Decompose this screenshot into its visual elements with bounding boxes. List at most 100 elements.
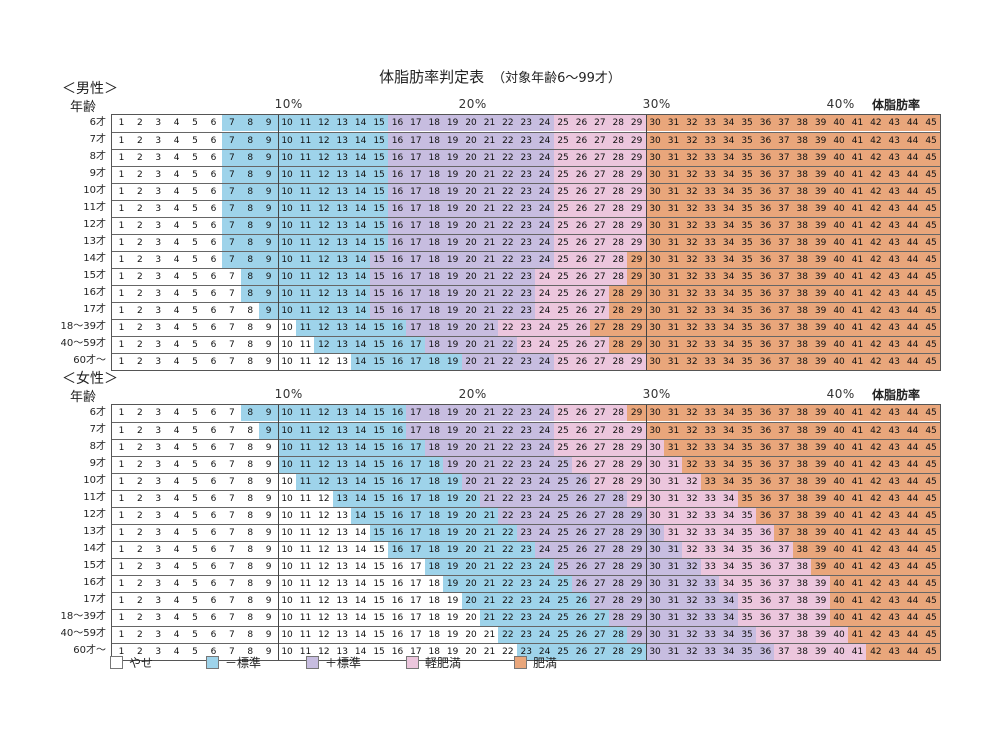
- table-cell: 14: [351, 337, 371, 353]
- table-cell: 38: [792, 457, 812, 473]
- table-cell: 30: [645, 252, 665, 268]
- table-cell: 8: [240, 337, 260, 353]
- table-cell: 5: [185, 133, 205, 149]
- table-cell: 15: [369, 508, 389, 524]
- table-cell: 36: [756, 320, 775, 336]
- table-cell: 31: [664, 542, 683, 558]
- table-cell: 43: [884, 576, 904, 592]
- table-cell: 13: [332, 542, 352, 558]
- table-cell: 15: [369, 167, 389, 183]
- table-cell: 29: [627, 508, 647, 524]
- table-cell: 25: [553, 491, 573, 507]
- table-cell: 36: [756, 627, 775, 643]
- table-cell: 12: [314, 559, 334, 575]
- table-cell: 14: [351, 303, 371, 319]
- table-cell: 3: [148, 627, 168, 643]
- table-cell: 15: [369, 320, 389, 336]
- table-cell: 45: [921, 610, 941, 626]
- table-cell: 43: [884, 235, 904, 251]
- table-cell: 21: [480, 576, 499, 592]
- table-cell: 18: [424, 252, 444, 268]
- table-cell: 19: [443, 303, 463, 319]
- table-cell: 7: [222, 559, 242, 575]
- table-cell: 40: [829, 423, 849, 439]
- table-cell: 10: [277, 542, 297, 558]
- table-cell: 35: [737, 525, 757, 541]
- table-cell: 6: [204, 576, 223, 592]
- table-cell: 44: [903, 252, 923, 268]
- table-cell: 12: [314, 644, 334, 660]
- table-cell: 39: [811, 218, 831, 234]
- male-age-label: 13才: [83, 236, 106, 247]
- table-cell: 45: [921, 201, 941, 217]
- table-cell: 10: [277, 235, 297, 251]
- table-cell: 25: [553, 457, 573, 473]
- male-body-fat-header: 体脂肪率: [872, 98, 921, 112]
- table-cell: 30: [645, 440, 665, 456]
- table-cell: 8: [240, 184, 260, 200]
- table-cell: 36: [756, 525, 775, 541]
- table-cell: 30: [645, 354, 665, 370]
- table-cell: 16: [388, 644, 407, 660]
- table-cell: 43: [884, 474, 904, 490]
- table-cell: 15: [369, 235, 389, 251]
- table-cell: 32: [682, 218, 702, 234]
- table-cell: 34: [719, 115, 739, 131]
- legend-swatch: [306, 656, 319, 669]
- table-cell: 15: [369, 457, 389, 473]
- table-cell: 13: [332, 337, 352, 353]
- table-cell: 31: [664, 337, 683, 353]
- table-cell: 45: [921, 184, 941, 200]
- table-cell: 19: [443, 150, 463, 166]
- table-cell: 36: [756, 252, 775, 268]
- table-cell: 4: [167, 576, 187, 592]
- table-cell: 10: [277, 559, 297, 575]
- table-cell: 28: [608, 491, 628, 507]
- table-cell: 42: [866, 627, 886, 643]
- table-cell: 30: [645, 184, 665, 200]
- table-cell: 7: [222, 644, 242, 660]
- table-cell: 37: [774, 167, 794, 183]
- table-cell: 34: [719, 405, 739, 421]
- table-cell: 37: [774, 337, 794, 353]
- table-cell: 4: [167, 303, 187, 319]
- table-cell: 39: [811, 320, 831, 336]
- table-cell: 9: [259, 133, 279, 149]
- table-cell: 21: [480, 303, 499, 319]
- table-cell: 17: [406, 252, 426, 268]
- table-cell: 14: [351, 440, 371, 456]
- table-cell: 37: [774, 286, 794, 302]
- table-cell: 41: [848, 423, 867, 439]
- table-cell: 13: [332, 269, 352, 285]
- table-cell: 15: [369, 576, 389, 592]
- table-cell: 32: [682, 644, 702, 660]
- table-cell: 10: [277, 576, 297, 592]
- table-cell: 37: [774, 115, 794, 131]
- table-cell: 40: [829, 286, 849, 302]
- table-cell: 39: [811, 337, 831, 353]
- table-cell: 2: [130, 474, 150, 490]
- table-cell: 15: [369, 269, 389, 285]
- title-text: 体脂肪率判定表: [379, 68, 485, 86]
- table-cell: 22: [498, 627, 518, 643]
- legend-label: －標準: [225, 656, 262, 670]
- table-cell: 42: [866, 457, 886, 473]
- table-cell: 23: [516, 559, 536, 575]
- table-cell: 28: [608, 559, 628, 575]
- table-cell: 26: [572, 286, 591, 302]
- table-cell: 14: [351, 576, 371, 592]
- table-cell: 25: [553, 559, 573, 575]
- table-cell: 15: [369, 286, 389, 302]
- table-cell: 42: [866, 576, 886, 592]
- table-cell: 7: [222, 440, 242, 456]
- table-cell: 20: [461, 167, 481, 183]
- table-cell: 12: [314, 576, 334, 592]
- table-cell: 34: [719, 354, 739, 370]
- table-cell: 5: [185, 491, 205, 507]
- table-cell: 30: [645, 525, 665, 541]
- table-cell: 34: [719, 320, 739, 336]
- table-cell: 43: [884, 423, 904, 439]
- table-cell: 24: [535, 337, 555, 353]
- table-cell: 28: [608, 337, 628, 353]
- table-cell: 25: [553, 405, 573, 421]
